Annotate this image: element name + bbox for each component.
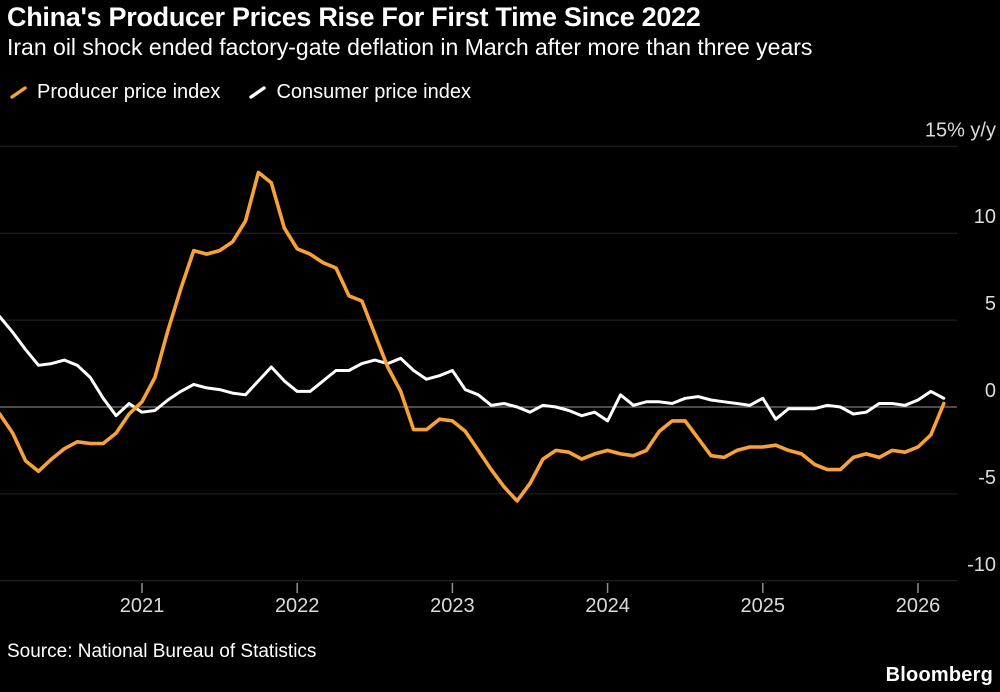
legend-item-consumer-price-index: Consumer price index — [248, 81, 471, 104]
legend: Producer price index Consumer price inde… — [9, 81, 471, 104]
consumer-line-swatch-icon — [249, 86, 267, 99]
source-text: Source: National Bureau of Statistics — [7, 641, 317, 662]
x-axis-label: 2023 — [430, 595, 475, 617]
producer-line-swatch-icon — [10, 86, 27, 99]
producer-price-line — [0, 170, 946, 503]
bloomberg-logo: Bloomberg — [885, 664, 993, 686]
chart-title: China's Producer Prices Rise For First T… — [7, 2, 701, 32]
x-axis-label: 2022 — [275, 595, 320, 617]
consumer-price-line — [0, 315, 946, 423]
x-axis-label: 2026 — [896, 595, 941, 617]
y-axis-label: 15% y/y — [925, 119, 996, 141]
y-axis-label: 5 — [985, 293, 996, 315]
legend-item-producer-price-index: Producer price index — [9, 81, 220, 104]
x-axis-label: 2025 — [741, 595, 786, 617]
y-axis-label: -5 — [978, 467, 996, 489]
y-axis-label: -10 — [967, 554, 996, 576]
legend-label-consumer: Consumer price index — [276, 81, 471, 103]
x-axis-label: 2021 — [120, 595, 165, 617]
x-axis-label: 2024 — [585, 595, 630, 617]
chart-subtitle: Iran oil shock ended factory-gate deflat… — [7, 34, 813, 60]
y-axis-label: 0 — [985, 380, 996, 402]
legend-label-producer: Producer price index — [37, 81, 221, 103]
y-axis-label: 10 — [974, 206, 996, 228]
